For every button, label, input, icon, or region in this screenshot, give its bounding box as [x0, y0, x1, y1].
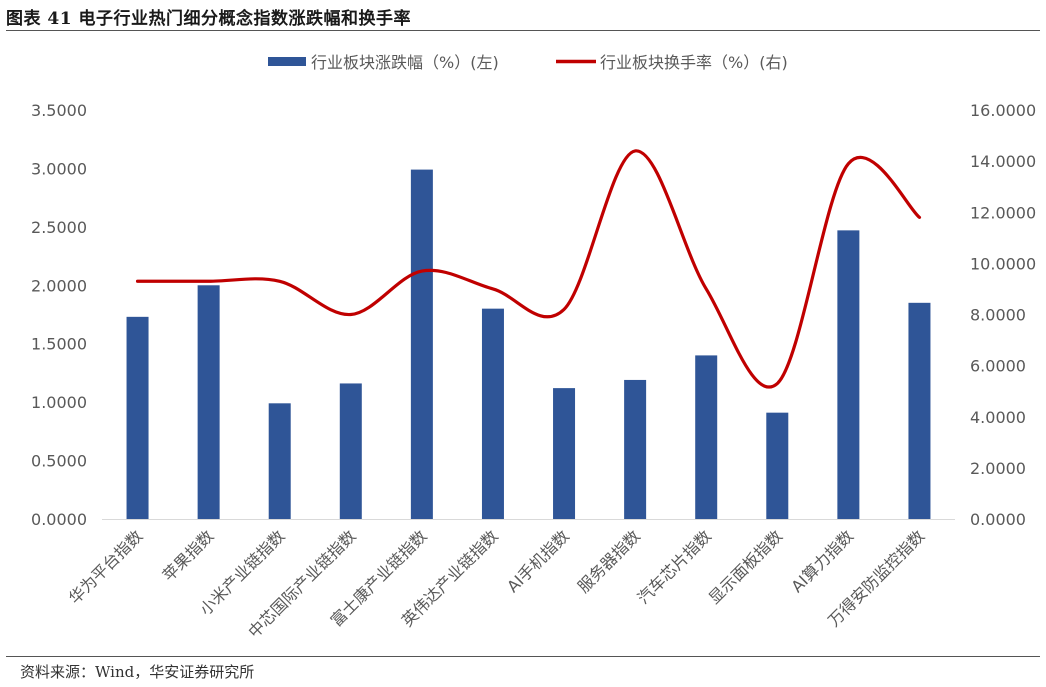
right-tick-label: 6.0000 — [970, 357, 1026, 376]
bar — [766, 412, 789, 519]
left-tick-label: 2.5000 — [31, 218, 87, 237]
bar — [553, 388, 576, 519]
left-tick-label: 0.5000 — [31, 452, 87, 471]
right-y-axis: 0.0000 2.0000 4.0000 6.0000 8.0000 10.0000 12.… — [970, 101, 1036, 529]
right-tick-label: 4.0000 — [970, 408, 1026, 427]
bar — [126, 316, 149, 519]
x-tick-label: 汽车芯片指数 — [634, 526, 715, 607]
turnover-line — [135, 149, 922, 389]
left-tick-label: 3.5000 — [31, 101, 87, 120]
bar — [410, 169, 433, 519]
chart-legend: 行业板块涨跌幅（%）(左) 行业板块换手率（%）(右) — [268, 53, 788, 72]
legend-line-label: 行业板块换手率（%）(右) — [600, 53, 788, 72]
x-tick-label: 显示面板指数 — [705, 526, 786, 607]
right-tick-label: 16.0000 — [970, 101, 1036, 120]
legend-bar-label: 行业板块涨跌幅（%）(左) — [311, 53, 499, 72]
right-tick-label: 12.0000 — [970, 203, 1036, 222]
bar-series — [126, 169, 931, 519]
left-y-axis: 0.0000 0.5000 1.0000 1.5000 2.0000 2.5000 3.00… — [31, 101, 87, 529]
left-tick-label: 1.5000 — [31, 335, 87, 354]
source-note: 资料来源：Wind，华安证券研究所 — [20, 663, 255, 681]
title-rule — [6, 30, 1040, 31]
left-tick-label: 0.0000 — [31, 510, 87, 529]
x-tick-label: 服务器指数 — [574, 526, 644, 596]
line-series — [135, 149, 922, 389]
figure-title: 图表 41 电子行业热门细分概念指数涨跌幅和换手率 — [6, 9, 411, 29]
x-tick-label: 华为平台指数 — [65, 526, 146, 607]
bar — [197, 285, 220, 519]
right-tick-label: 0.0000 — [970, 510, 1026, 529]
bar — [624, 379, 647, 519]
source-rule — [6, 656, 1040, 657]
x-tick-label: 苹果指数 — [159, 526, 218, 585]
left-tick-label: 3.0000 — [31, 159, 87, 178]
right-tick-label: 10.0000 — [970, 254, 1036, 273]
legend-bar-swatch — [268, 57, 306, 66]
bar — [908, 302, 931, 519]
bar — [339, 383, 362, 519]
x-tick-label: AI算力指数 — [787, 526, 857, 596]
right-tick-label: 8.0000 — [970, 306, 1026, 325]
bar — [481, 308, 504, 519]
combo-chart: 行业板块涨跌幅（%）(左) 行业板块换手率（%）(右) 0.0000 0.5000 1… — [31, 53, 1036, 640]
left-tick-label: 1.0000 — [31, 393, 87, 412]
bar — [837, 230, 860, 519]
left-tick-label: 2.0000 — [31, 276, 87, 295]
x-axis-labels: 华为平台指数 苹果指数小米产业链指数中芯国际产业链指数富士康产业链指数英伟达产业链… — [65, 526, 928, 640]
right-tick-label: 14.0000 — [970, 152, 1036, 171]
bar — [695, 355, 718, 519]
x-tick-label: AI手机指数 — [503, 526, 573, 596]
bar — [268, 403, 291, 519]
right-tick-label: 2.0000 — [970, 459, 1026, 478]
